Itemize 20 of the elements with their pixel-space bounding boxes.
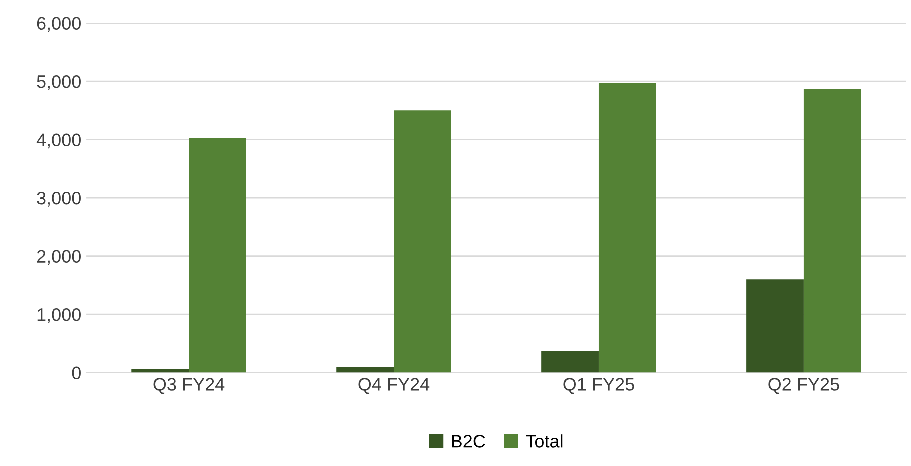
- y-tick-label: 6,000: [37, 17, 81, 32]
- bar: [394, 110, 452, 373]
- bar: [542, 351, 599, 373]
- y-tick-label: 5,000: [37, 75, 81, 90]
- y-tick-label: 0: [72, 366, 81, 380]
- x-tick-label: Q1 FY25: [564, 378, 634, 394]
- y-tick-label: 3,000: [37, 192, 81, 207]
- legend-label: B2C: [452, 435, 486, 448]
- y-tick-label: 2,000: [37, 250, 81, 266]
- bar: [746, 280, 804, 373]
- bar: [189, 138, 246, 373]
- bar: [336, 366, 394, 373]
- legend-label: Total: [526, 434, 563, 448]
- y-tick-label: 4,000: [36, 134, 81, 149]
- x-tick-label: Q3 FY24: [154, 378, 225, 394]
- bar: [804, 89, 862, 373]
- x-tick-label: Q4 FY24: [358, 378, 430, 394]
- y-tick-label: 1,000: [38, 308, 81, 324]
- bar: [598, 83, 656, 373]
- x-tick-label: Q2 FY25: [768, 378, 840, 394]
